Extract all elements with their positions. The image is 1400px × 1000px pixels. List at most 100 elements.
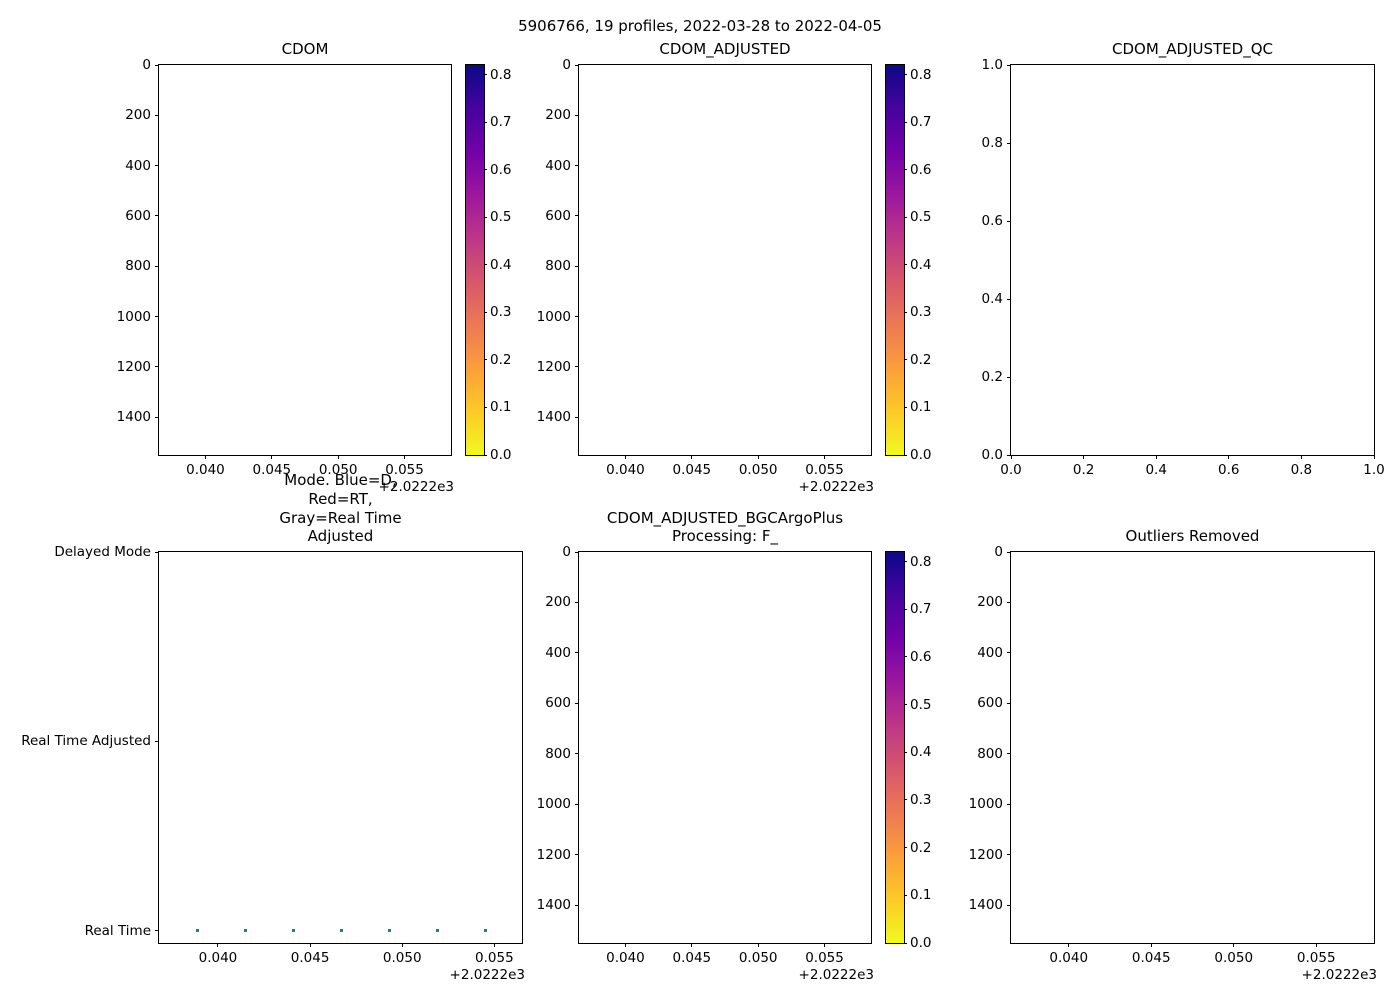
colorbar-tick-label: 0.6 bbox=[910, 161, 932, 178]
cdom-adjusted-qc-title: CDOM_ADJUSTED_QC bbox=[1112, 40, 1273, 59]
x-tick-label: 0.050 bbox=[318, 462, 358, 478]
x-tick-label: 0.050 bbox=[738, 462, 778, 478]
y-tick-label: 0 bbox=[562, 57, 571, 73]
x-tick-label: 0.040 bbox=[198, 950, 238, 966]
y-tick-label: Real Time Adjusted bbox=[21, 733, 151, 750]
colorbar-tick-mark bbox=[484, 406, 487, 408]
subplot-mode: Mode. Blue=D, Red=RT, Gray=Real Time Adj… bbox=[21, 471, 525, 983]
x-tick-mark bbox=[1315, 943, 1317, 947]
figure-title: 5906766, 19 profiles, 2022-03-28 to 2022… bbox=[518, 17, 882, 35]
colorbar-tick-mark bbox=[484, 454, 487, 456]
colorbar: 0.8 0.7 0.6 0.5 0.4 0.3 0.2 0.1 0.0 bbox=[885, 551, 931, 951]
colorbar-tick-label: 0.4 bbox=[490, 256, 512, 273]
x-tick-mark bbox=[217, 943, 219, 947]
x-tick-mark bbox=[624, 943, 626, 947]
x-tick-label: 0.040 bbox=[606, 950, 645, 966]
y-tick-label: 0.0 bbox=[981, 447, 1003, 463]
y-tick-mark bbox=[575, 416, 579, 418]
x-tick-mark bbox=[757, 455, 759, 459]
colorbar-tick-mark bbox=[904, 311, 907, 313]
y-tick-mark bbox=[1007, 803, 1011, 805]
y-tick-label: 1200 bbox=[536, 358, 571, 375]
y-tick-mark bbox=[1007, 220, 1011, 222]
colorbar-tick-label: 0.8 bbox=[910, 66, 932, 83]
y-tick-label: 0 bbox=[562, 544, 571, 560]
y-tick-label: 400 bbox=[977, 644, 1003, 661]
y-tick-mark bbox=[1007, 601, 1011, 603]
y-tick-mark bbox=[1007, 652, 1011, 654]
scatter-point bbox=[292, 929, 295, 933]
y-tick-label: Delayed Mode bbox=[54, 544, 151, 560]
y-tick-label: 0.2 bbox=[981, 369, 1003, 385]
x-tick-mark bbox=[1300, 455, 1302, 459]
colorbar-tick-mark bbox=[484, 121, 487, 123]
y-tick-mark bbox=[1007, 454, 1011, 456]
colorbar-tick-mark bbox=[904, 894, 907, 896]
y-tick-mark bbox=[1007, 142, 1011, 144]
cdom-title: CDOM bbox=[281, 40, 329, 59]
colorbar-tick-label: 0.1 bbox=[910, 399, 932, 416]
colorbar-tick-mark bbox=[904, 169, 907, 171]
x-tick-mark bbox=[757, 943, 759, 947]
y-tick-mark bbox=[155, 930, 159, 932]
y-tick-mark bbox=[1007, 854, 1011, 856]
x-tick-mark bbox=[493, 943, 495, 947]
x-tick-label: 0.055 bbox=[805, 462, 844, 478]
y-tick-mark bbox=[1007, 551, 1011, 553]
y-tick-mark bbox=[575, 114, 579, 116]
x-tick-mark bbox=[204, 455, 206, 459]
x-tick-mark bbox=[404, 455, 406, 459]
colorbar-tick-label: 0.3 bbox=[910, 791, 932, 808]
y-tick-label: 1000 bbox=[536, 796, 571, 813]
y-tick-mark bbox=[1007, 702, 1011, 704]
x-tick-label: 0.055 bbox=[385, 462, 424, 478]
scatter-point bbox=[196, 929, 200, 933]
colorbar-tick-label: 0.2 bbox=[910, 839, 932, 856]
colorbar-tick-mark bbox=[904, 561, 907, 563]
x-tick-label: 1.0 bbox=[1363, 462, 1385, 478]
x-tick-label: 0.045 bbox=[252, 462, 292, 478]
colorbar-tick-label: 0.5 bbox=[490, 209, 512, 226]
y-tick-label: 1400 bbox=[536, 409, 571, 426]
x-tick-mark bbox=[1373, 455, 1375, 459]
colorbar-tick-label: 0.0 bbox=[910, 447, 932, 463]
y-tick-mark bbox=[575, 366, 579, 368]
x-tick-mark bbox=[309, 943, 311, 947]
y-tick-label: 800 bbox=[125, 258, 151, 275]
x-tick-label: 0.045 bbox=[672, 950, 712, 966]
y-tick-mark bbox=[155, 316, 159, 318]
x-axis-offset-label: +2.0222e3 bbox=[798, 479, 874, 495]
y-tick-mark bbox=[575, 601, 579, 603]
y-tick-mark bbox=[155, 114, 159, 116]
y-tick-mark bbox=[155, 416, 159, 418]
colorbar-tick-mark bbox=[484, 216, 487, 218]
colorbar-tick-label: 0.8 bbox=[490, 66, 512, 83]
colorbar-tick-mark bbox=[904, 751, 907, 753]
x-tick-label: 0.055 bbox=[805, 950, 844, 966]
x-tick-label: 0.8 bbox=[1290, 462, 1313, 478]
y-tick-mark bbox=[575, 551, 579, 553]
y-tick-mark bbox=[1007, 376, 1011, 378]
y-tick-mark bbox=[155, 64, 159, 66]
y-tick-mark bbox=[575, 316, 579, 318]
x-axis-offset-label: +2.0222e3 bbox=[1301, 967, 1377, 983]
outliers-removed-title: Outliers Removed bbox=[1125, 527, 1260, 546]
colorbar-tick-label: 0.3 bbox=[910, 304, 932, 321]
x-tick-mark bbox=[624, 455, 626, 459]
colorbar-tick-mark bbox=[484, 74, 487, 75]
x-tick-mark bbox=[1068, 943, 1070, 947]
subplot-cdom-adjusted-qc: CDOM_ADJUSTED_QC 0.0 0.2 0.4 0.6 0.8 1.0 1.0 0.8… bbox=[982, 40, 1385, 478]
colorbar-tick-mark bbox=[904, 847, 907, 849]
y-tick-label: 400 bbox=[125, 157, 151, 174]
y-tick-label: 600 bbox=[977, 695, 1003, 712]
y-tick-mark bbox=[575, 753, 579, 755]
x-tick-mark bbox=[1150, 943, 1152, 947]
y-tick-label: 600 bbox=[125, 207, 151, 224]
y-tick-mark bbox=[155, 215, 159, 217]
x-tick-label: 0.050 bbox=[738, 950, 778, 966]
y-tick-label: 200 bbox=[545, 594, 571, 611]
cdom-adjusted-title: CDOM_ADJUSTED bbox=[659, 40, 791, 59]
colorbar-tick-mark bbox=[904, 264, 907, 266]
x-tick-label: 0.040 bbox=[186, 462, 225, 478]
subplot-cdom-adjusted: CDOM_ADJUSTED 0.040 0.045 0.050 0.055 +2.0222… bbox=[537, 40, 932, 495]
